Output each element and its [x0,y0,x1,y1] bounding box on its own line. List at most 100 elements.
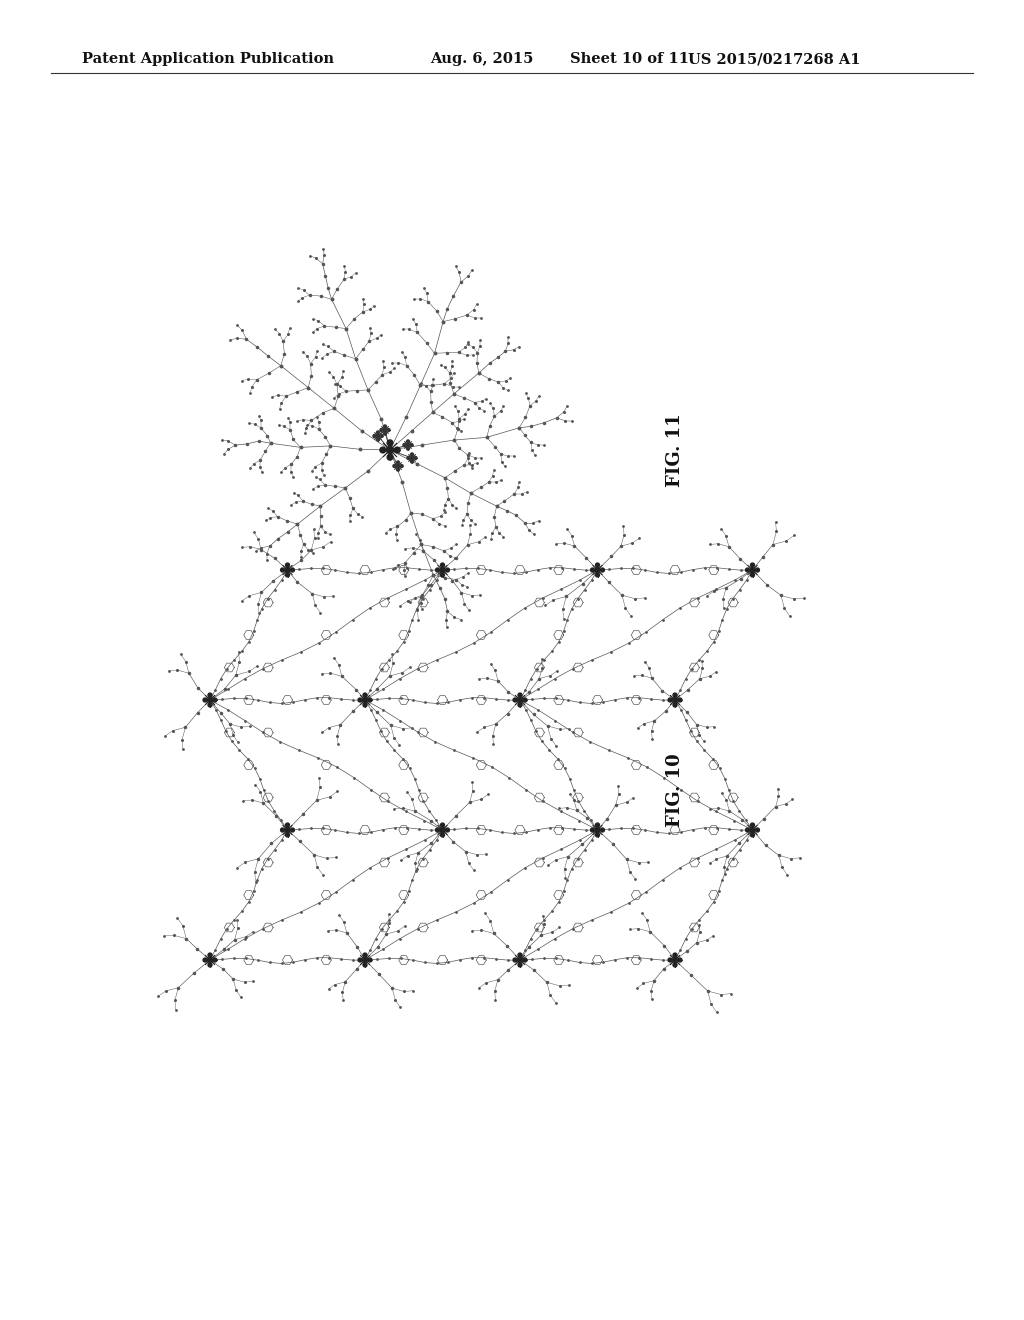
Circle shape [756,568,760,572]
Circle shape [377,438,380,441]
Circle shape [596,833,599,837]
Circle shape [208,704,212,708]
Circle shape [376,434,380,438]
Circle shape [673,693,677,697]
Circle shape [673,964,677,968]
Circle shape [513,958,517,962]
Text: US 2015/0217268 A1: US 2015/0217268 A1 [688,53,860,66]
Circle shape [745,568,750,572]
Circle shape [518,704,522,708]
Circle shape [358,958,362,962]
Circle shape [445,828,450,832]
Circle shape [213,958,217,962]
Circle shape [386,446,393,454]
Circle shape [407,440,410,442]
Circle shape [203,698,207,702]
Circle shape [440,828,444,833]
Circle shape [440,824,444,828]
Circle shape [751,573,755,577]
Circle shape [435,828,439,832]
Circle shape [673,957,678,962]
Circle shape [383,428,387,432]
Circle shape [407,444,410,446]
Circle shape [756,828,760,832]
Circle shape [440,568,444,573]
Circle shape [523,958,527,962]
Circle shape [673,704,677,708]
Text: Aug. 6, 2015: Aug. 6, 2015 [430,53,534,66]
Circle shape [596,564,599,568]
Circle shape [362,957,368,962]
Circle shape [673,697,678,702]
Text: FIG. 10: FIG. 10 [666,754,684,826]
Circle shape [591,828,595,832]
Circle shape [668,958,672,962]
Circle shape [678,698,682,702]
Circle shape [678,958,682,962]
Circle shape [291,828,295,832]
Circle shape [364,704,367,708]
Circle shape [208,693,212,697]
Circle shape [364,964,367,968]
Circle shape [362,697,368,702]
Circle shape [407,447,410,450]
Circle shape [364,693,367,697]
Circle shape [286,573,290,577]
Circle shape [440,564,444,568]
Circle shape [396,461,399,463]
Circle shape [445,568,450,572]
Circle shape [440,833,444,837]
Circle shape [407,457,410,459]
Circle shape [286,833,290,837]
Circle shape [668,698,672,702]
Circle shape [380,447,386,453]
Circle shape [435,568,439,572]
Circle shape [373,434,376,437]
Text: Patent Application Publication: Patent Application Publication [82,53,334,66]
Circle shape [358,698,362,702]
Circle shape [286,564,290,568]
Text: Sheet 10 of 11: Sheet 10 of 11 [570,53,689,66]
Circle shape [411,457,414,459]
Circle shape [523,698,527,702]
Circle shape [596,824,599,828]
Circle shape [513,698,517,702]
Circle shape [377,430,380,434]
Circle shape [396,469,399,471]
Circle shape [281,828,285,832]
Circle shape [750,828,755,833]
Circle shape [281,568,285,572]
Circle shape [517,697,522,702]
Circle shape [518,953,522,957]
Circle shape [591,568,595,572]
Circle shape [596,573,599,577]
Circle shape [518,964,522,968]
Circle shape [396,465,399,467]
Circle shape [208,964,212,968]
Circle shape [595,828,600,833]
Circle shape [440,573,444,577]
Circle shape [387,454,393,461]
Circle shape [745,828,750,832]
Circle shape [751,564,755,568]
Circle shape [208,953,212,957]
Circle shape [384,425,386,428]
Circle shape [380,434,383,437]
Circle shape [414,457,417,459]
Circle shape [384,432,386,436]
Circle shape [208,957,212,962]
Circle shape [364,953,367,957]
Circle shape [518,693,522,697]
Circle shape [393,465,396,467]
Circle shape [285,568,290,573]
Circle shape [600,828,604,832]
Circle shape [400,465,403,467]
Circle shape [751,824,755,828]
Circle shape [750,568,755,573]
Circle shape [751,833,755,837]
Circle shape [380,429,383,432]
Circle shape [411,461,414,463]
Circle shape [368,958,372,962]
Circle shape [394,447,400,453]
Circle shape [387,440,393,446]
